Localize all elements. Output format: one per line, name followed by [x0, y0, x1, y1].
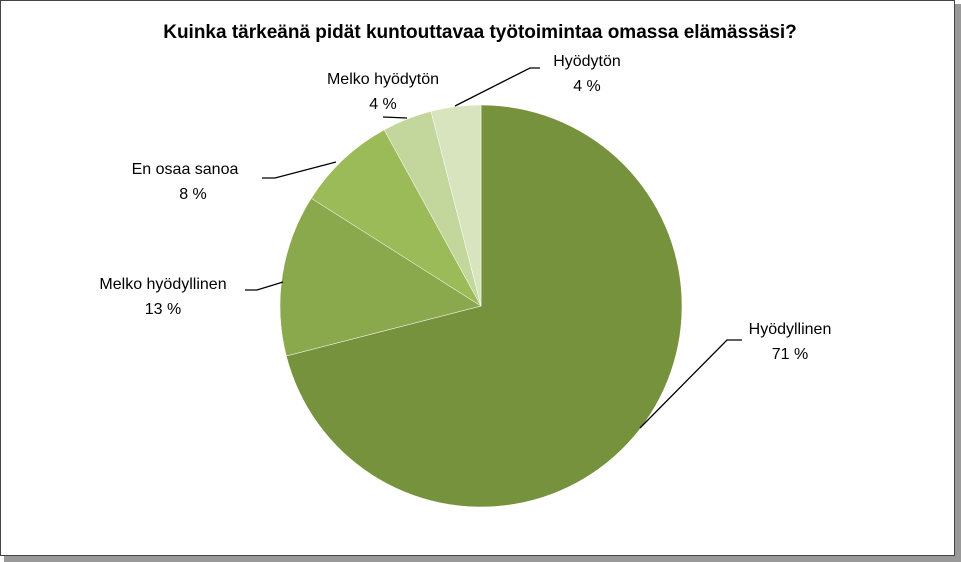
slice-value-label: 8 % [179, 186, 207, 203]
frame-shadow [955, 4, 961, 562]
leader-line [454, 67, 540, 107]
pie-slice [279, 197, 482, 357]
leader-line [245, 281, 284, 291]
pie-slice [286, 104, 683, 508]
slice-value-label: 4 % [573, 78, 601, 95]
slice-value-label: 4 % [369, 96, 397, 113]
frame-shadow [4, 556, 961, 562]
pie-slice [310, 129, 482, 307]
pie-slice [430, 104, 482, 307]
slice-label: Hyödytön [553, 53, 621, 70]
slice-label: Hyödyllinen [749, 321, 832, 338]
slice-label: Melko hyödytön [327, 71, 439, 88]
leader-line [262, 161, 337, 179]
slice-label: En osaa sanoa [132, 161, 239, 178]
slice-value-label: 13 % [145, 301, 181, 318]
slice-value-label: 71 % [772, 346, 808, 363]
leader-line [382, 116, 408, 119]
leader-line [639, 339, 742, 429]
chart-title: Kuinka tärkeänä pidät kuntouttavaa työto… [163, 22, 797, 43]
slice-label: Melko hyödyllinen [99, 276, 226, 293]
